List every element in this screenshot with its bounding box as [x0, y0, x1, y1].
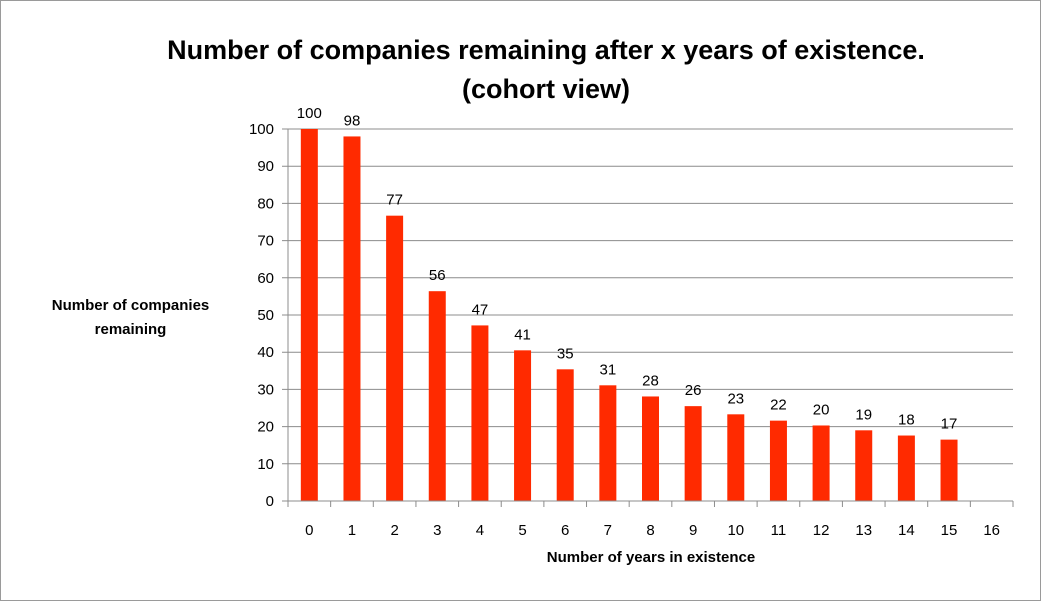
bar-year-4: [471, 325, 489, 501]
x-tick-label: 13: [855, 522, 872, 539]
data-label-year-14: 18: [898, 412, 915, 429]
y-tick-label: 0: [266, 493, 274, 510]
y-tick-label: 80: [257, 195, 274, 212]
y-tick-label: 60: [257, 270, 274, 287]
bar-year-15: [940, 439, 958, 501]
bar-year-2: [386, 215, 404, 501]
bar-year-12: [812, 425, 830, 501]
x-tick-label: 12: [813, 522, 830, 539]
bar-year-10: [727, 414, 745, 501]
data-label-year-8: 28: [642, 372, 659, 389]
x-tick-label: 14: [898, 522, 915, 539]
data-label-year-1: 98: [344, 112, 361, 129]
data-label-year-4: 47: [472, 301, 489, 318]
bar-year-14: [897, 435, 915, 501]
bar-year-5: [514, 350, 532, 501]
data-label-year-10: 23: [727, 390, 744, 407]
data-label-year-11: 22: [770, 397, 787, 414]
bar-year-3: [428, 291, 446, 501]
x-tick-label: 8: [646, 522, 654, 539]
data-label-year-13: 19: [855, 406, 872, 423]
y-tick-label: 30: [257, 381, 274, 398]
data-label-year-5: 41: [514, 326, 531, 343]
data-label-year-2: 77: [386, 192, 403, 209]
bar-year-6: [556, 369, 574, 501]
y-axis-label-line-2: remaining: [94, 321, 167, 338]
bar-year-1: [343, 136, 361, 501]
x-tick-label: 0: [305, 522, 313, 539]
x-tick-label: 9: [689, 522, 697, 539]
bar-year-9: [684, 406, 702, 501]
bar-year-0: [300, 129, 318, 501]
y-tick-label: 90: [257, 158, 274, 175]
chart-title: Number of companies remaining after x ye…: [1, 31, 1041, 109]
chart-title-line-1: Number of companies remaining after x ye…: [167, 35, 925, 65]
chart-title-line-2: (cohort view): [461, 74, 630, 104]
y-tick-label: 100: [249, 121, 274, 138]
x-tick-label: 2: [390, 522, 398, 539]
y-tick-label: 20: [257, 419, 274, 436]
bar-year-13: [855, 430, 873, 501]
x-tick-label: 15: [941, 522, 958, 539]
x-tick-label: 16: [983, 522, 1000, 539]
y-tick-label: 40: [257, 344, 274, 361]
data-label-year-12: 20: [813, 401, 830, 418]
x-tick-label: 1: [348, 522, 356, 539]
x-tick-label: 11: [771, 522, 787, 539]
y-tick-label: 10: [257, 456, 274, 473]
bar-year-11: [769, 420, 787, 501]
data-label-year-6: 35: [557, 345, 574, 362]
x-tick-label: 6: [561, 522, 569, 539]
x-tick-label: 10: [727, 522, 744, 539]
x-tick-label: 5: [518, 522, 526, 539]
data-label-year-15: 17: [941, 416, 958, 433]
y-tick-label: 50: [257, 307, 274, 324]
x-axis-label: Number of years in existence: [546, 549, 756, 566]
data-label-year-0: 100: [297, 105, 322, 122]
bar-year-8: [642, 396, 659, 501]
data-label-year-3: 56: [429, 267, 446, 284]
data-label-year-7: 31: [600, 361, 617, 378]
y-tick-label: 70: [257, 233, 274, 250]
data-label-year-9: 26: [685, 382, 702, 399]
y-axis-label: Number of companies remaining: [23, 294, 238, 342]
bar-year-7: [599, 385, 617, 501]
x-tick-label: 4: [476, 522, 484, 539]
x-tick-label: 3: [433, 522, 441, 539]
y-axis-label-line-1: Number of companies: [51, 297, 210, 314]
x-tick-label: 7: [604, 522, 612, 539]
